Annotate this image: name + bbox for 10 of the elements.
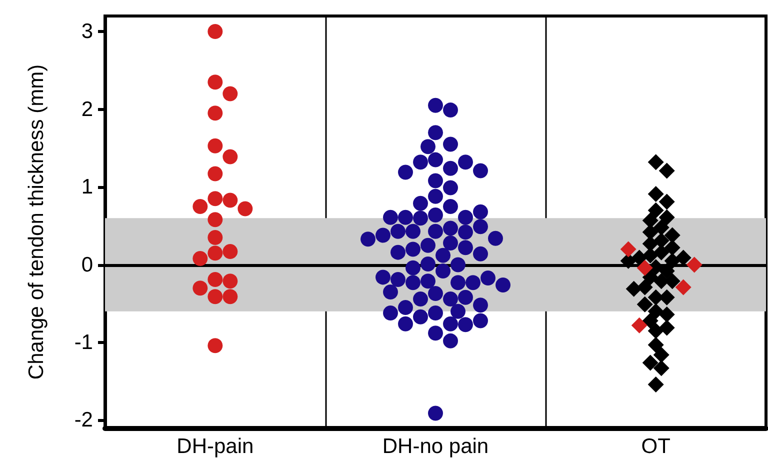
y-tick-label: 0	[81, 253, 93, 276]
x-tick-label: DH-no pain	[382, 435, 489, 458]
y-tick-label: 3	[81, 20, 93, 44]
y-tick-label: -1	[74, 330, 93, 354]
y-tick-label: 1	[81, 176, 93, 199]
y-tick-label: -2	[74, 408, 93, 432]
x-tick-label: DH-pain	[176, 435, 254, 458]
x-tick-label: OT	[641, 435, 671, 458]
y-axis-title: Change of tendon thickness (mm)	[25, 64, 48, 380]
y-tick-label: 2	[81, 98, 93, 121]
